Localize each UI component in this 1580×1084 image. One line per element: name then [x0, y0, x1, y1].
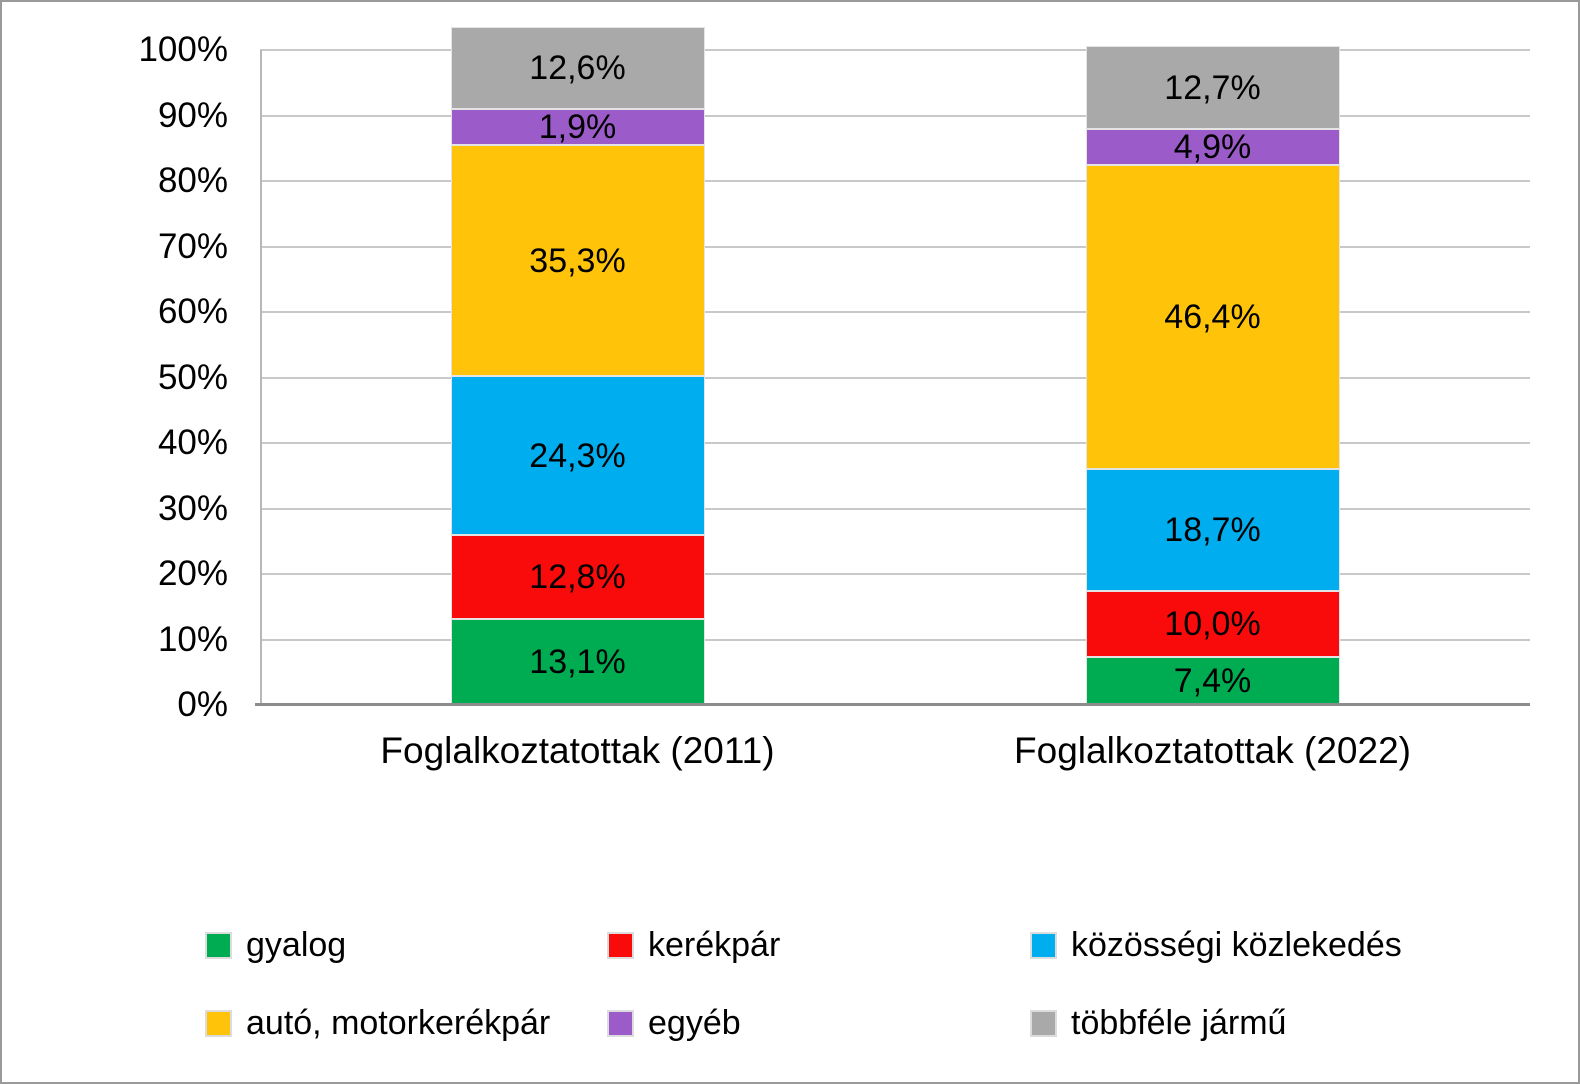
category-label: Foglalkoztatottak (2022) — [1014, 730, 1411, 771]
bar-segment-közösségi-közlekedés: 24,3% — [450, 376, 705, 536]
y-axis-tick-label: 40% — [157, 423, 228, 462]
data-label: 46,4% — [1164, 298, 1261, 336]
category-slot: 7,4% 10,0% 18,7% 46,4% 4,9% 12,7% — [895, 46, 1530, 705]
data-label: 13,1% — [529, 643, 626, 682]
data-label: 10,0% — [1164, 604, 1261, 643]
bar-segment-többféle-jármű: 12,7% — [1085, 46, 1340, 130]
y-axis-tick-label: 50% — [157, 357, 228, 397]
gridline — [260, 507, 1530, 510]
legend-label: autó, motorkerékpár — [246, 1004, 551, 1042]
bar-segment-egyéb: 1,9% — [450, 108, 705, 147]
legend-item-gyalog: gyalog — [205, 925, 346, 966]
data-label: 1,9% — [538, 108, 617, 147]
legend-label: egyéb — [648, 1004, 741, 1042]
stacked-bar: 7,4% 10,0% 18,7% 46,4% 4,9% 12,7% — [1085, 46, 1340, 705]
bar-segment-kerékpár: 12,8% — [450, 535, 705, 620]
bar-segment-autó-motorkerékpár: 46,4% — [1085, 165, 1340, 469]
bar-segment-közösségi-közlekedés: 18,7% — [1085, 468, 1340, 592]
legend-item-többféle-jármű: többféle jármű — [1030, 1003, 1286, 1044]
y-axis-tick-labels: 0% 10% 20% 30% 40% 50% 60% 70% 80% 90% 100% — [0, 30, 228, 724]
gridline — [260, 311, 1530, 313]
bar-segment-kerékpár: 10,0% — [1085, 591, 1340, 657]
y-axis-tick-label: 80% — [157, 161, 228, 200]
legend-swatch — [205, 1009, 232, 1037]
bar-segment-gyalog: 7,4% — [1085, 656, 1340, 705]
y-axis-tick-label: 60% — [157, 292, 228, 331]
y-axis-tick-label: 20% — [157, 554, 228, 593]
plot-area: 13,1% 12,8% 24,3% 35,3% 1,9% 12,6% 7,4% 10,0% 18… — [255, 26, 1530, 706]
category-slot: 13,1% 12,8% 24,3% 35,3% 1,9% 12,6% — [260, 26, 895, 705]
data-label: 4,9% — [1173, 128, 1252, 167]
y-axis-tick-label: 30% — [157, 488, 228, 528]
legend-swatch — [1030, 931, 1057, 959]
legend-item-kerékpár: kerékpár — [607, 925, 780, 966]
category-label: Foglalkoztatottak (2011) — [380, 730, 775, 771]
gridline — [260, 573, 1530, 575]
y-axis-tick-label: 0% — [177, 685, 228, 724]
legend-label: közösségi közlekedés — [1071, 926, 1402, 964]
y-axis-tick-label: 90% — [157, 95, 228, 135]
gridline — [260, 49, 1530, 51]
bar-segment-gyalog: 13,1% — [450, 619, 705, 705]
legend-swatch — [607, 1009, 634, 1037]
bars-container: 13,1% 12,8% 24,3% 35,3% 1,9% 12,6% 7,4% 10,0% 18… — [260, 26, 1530, 705]
data-label: 18,7% — [1164, 510, 1261, 549]
y-axis-line — [260, 50, 262, 705]
data-label: 7,4% — [1173, 661, 1252, 700]
data-label: 12,8% — [529, 558, 626, 597]
data-label: 35,3% — [529, 241, 626, 280]
y-axis-tick-label: 100% — [138, 30, 228, 69]
gridline — [260, 245, 1530, 248]
gridline — [260, 114, 1530, 117]
stacked-bar: 13,1% 12,8% 24,3% 35,3% 1,9% 12,6% — [450, 26, 705, 705]
y-axis-tick-label: 10% — [157, 619, 228, 659]
legend-swatch — [607, 931, 634, 959]
legend-label: többféle jármű — [1071, 1004, 1287, 1042]
data-label: 12,7% — [1164, 68, 1261, 107]
gridline — [260, 638, 1530, 641]
gridline — [260, 442, 1530, 444]
y-axis-tick-label: 70% — [157, 226, 228, 266]
gridline — [260, 180, 1530, 182]
gridline — [260, 376, 1530, 379]
legend-item-egyéb: egyéb — [607, 1003, 741, 1044]
bar-segment-többféle-jármű: 12,6% — [450, 26, 705, 110]
bar-segment-autó-motorkerékpár: 35,3% — [450, 145, 705, 377]
legend-item-autó-motorkerékpár: autó, motorkerékpár — [205, 1003, 550, 1044]
legend-label: gyalog — [246, 926, 347, 964]
legend-swatch — [1030, 1009, 1057, 1037]
x-axis-line — [255, 703, 1530, 706]
bar-segment-egyéb: 4,9% — [1085, 128, 1340, 167]
legend-item-közösségi-közlekedés: közösségi közlekedés — [1030, 925, 1402, 966]
legend-swatch — [205, 931, 232, 959]
legend-label: kerékpár — [648, 926, 781, 964]
category-axis-labels: Foglalkoztatottak (2011) Foglalkoztatotta… — [260, 726, 1530, 776]
data-label: 24,3% — [529, 436, 626, 475]
data-label: 12,6% — [529, 48, 626, 87]
